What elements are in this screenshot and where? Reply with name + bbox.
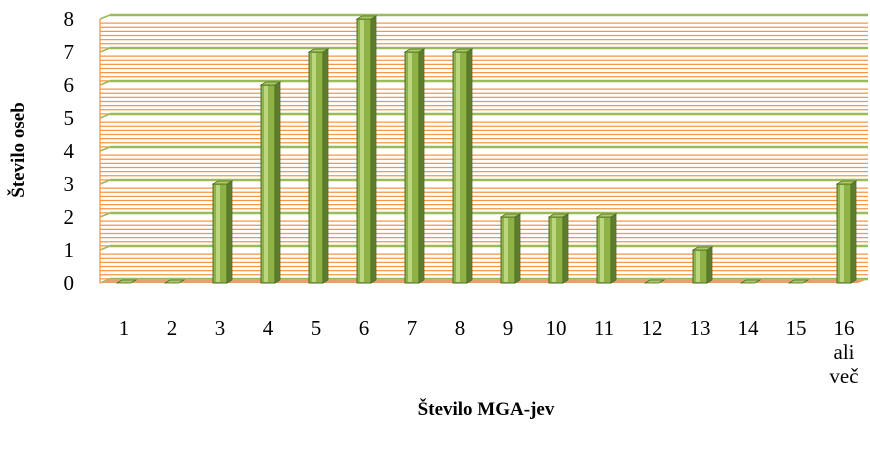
- bar-top: [595, 213, 618, 218]
- chart-bars: [115, 15, 858, 284]
- x-tick-label: 13: [690, 316, 711, 340]
- bar-top: [403, 48, 426, 53]
- bar-highlight: [360, 20, 364, 282]
- x-tick-label: 6: [359, 316, 370, 340]
- bar-side: [226, 180, 233, 284]
- bar-top: [115, 279, 138, 284]
- bar-top: [259, 81, 282, 86]
- bar-side: [706, 246, 713, 284]
- bar-side: [610, 213, 617, 284]
- bar: [595, 213, 618, 284]
- bar-highlight: [600, 218, 604, 282]
- bar-highlight: [456, 53, 460, 282]
- bar-side: [514, 213, 521, 284]
- bar: [451, 48, 474, 284]
- bar-side: [370, 15, 377, 284]
- y-tick-label: 1: [64, 238, 75, 262]
- bar-side: [466, 48, 473, 284]
- bar: [835, 180, 858, 284]
- x-axis-ticks: 1 2 3 4 5 6 7 8 9 10 11 12 13 14 15 16 ali več: [119, 316, 859, 388]
- x-tick-label: 7: [407, 316, 418, 340]
- bar-top: [787, 279, 810, 284]
- bar-highlight: [312, 53, 316, 282]
- major-gridline-wall: [99, 179, 111, 185]
- bar: [739, 279, 762, 284]
- major-gridline-wall: [99, 146, 111, 152]
- major-gridline-wall: [99, 47, 111, 53]
- x-tick-label: 4: [263, 316, 274, 340]
- bar-side: [850, 180, 857, 284]
- bar: [163, 279, 186, 284]
- x-tick-label: 2: [167, 316, 178, 340]
- x-tick-label: 5: [311, 316, 322, 340]
- bar-top: [691, 246, 714, 251]
- bar-side: [418, 48, 425, 284]
- major-gridline-wall: [99, 113, 111, 119]
- y-tick-label: 6: [64, 73, 75, 97]
- x-tick-label: 12: [642, 316, 663, 340]
- x-tick-label: 14: [738, 316, 760, 340]
- bar: [115, 279, 138, 284]
- y-axis-ticks: 0 1 2 3 4 5 6 7 8: [64, 7, 75, 295]
- bar-side: [274, 81, 281, 284]
- y-tick-label: 7: [64, 40, 75, 64]
- x-tick-label: 16 ali več: [829, 316, 858, 388]
- y-tick-label: 8: [64, 7, 75, 31]
- bar-top: [307, 48, 330, 53]
- bar: [403, 48, 426, 284]
- bar-top: [643, 279, 666, 284]
- bar-top: [163, 279, 186, 284]
- x-axis-title: Število MGA-jev: [418, 398, 555, 420]
- bar: [259, 81, 282, 284]
- bar-highlight: [264, 86, 268, 282]
- bar-highlight: [504, 218, 508, 282]
- bar-side: [322, 48, 329, 284]
- major-gridline-wall: [99, 245, 111, 251]
- y-tick-label: 2: [64, 205, 75, 229]
- bar-side: [562, 213, 569, 284]
- chart-floor: [100, 279, 868, 283]
- x-tick-label: 9: [503, 316, 514, 340]
- x-tick-label: 8: [455, 316, 466, 340]
- bar-top: [835, 180, 858, 185]
- x-tick-label: 15: [786, 316, 807, 340]
- bar-highlight: [840, 185, 844, 282]
- bar-top: [739, 279, 762, 284]
- y-tick-label: 3: [64, 172, 75, 196]
- bar-top: [451, 48, 474, 53]
- bar: [643, 279, 666, 284]
- major-gridline-wall: [99, 212, 111, 218]
- bar: [499, 213, 522, 284]
- y-axis-title: Število oseb: [7, 102, 29, 198]
- y-tick-label: 0: [64, 271, 75, 295]
- x-tick-label: 1: [119, 316, 130, 340]
- bar: [547, 213, 570, 284]
- bar: [211, 180, 234, 284]
- bar: [691, 246, 714, 284]
- bar: [787, 279, 810, 284]
- x-tick-label: 10: [546, 316, 567, 340]
- bar-top: [211, 180, 234, 185]
- bar: [307, 48, 330, 284]
- bar-top: [499, 213, 522, 218]
- x-tick-label: 11: [594, 316, 614, 340]
- x-tick-label: 3: [215, 316, 226, 340]
- bar: [355, 15, 378, 284]
- y-tick-label: 5: [64, 106, 75, 130]
- y-tick-label: 4: [64, 139, 75, 163]
- bar-top: [547, 213, 570, 218]
- bar-highlight: [552, 218, 556, 282]
- bar-highlight: [216, 185, 220, 282]
- bar-highlight: [408, 53, 412, 282]
- major-gridline-wall: [99, 80, 111, 86]
- bar-highlight: [696, 251, 700, 282]
- bar-top: [355, 15, 378, 20]
- major-gridline-wall: [99, 14, 111, 20]
